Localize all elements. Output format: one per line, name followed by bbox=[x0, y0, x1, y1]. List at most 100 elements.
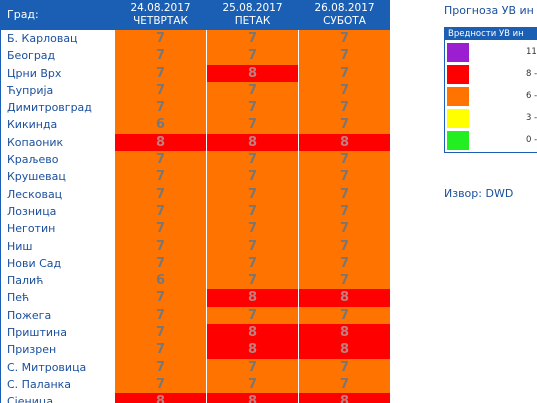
uv-value-cell: 7 bbox=[207, 30, 298, 48]
uv-value-cell: 7 bbox=[207, 202, 298, 221]
uv-value-cell: 7 bbox=[207, 116, 298, 134]
uv-value-cell: 8 bbox=[207, 324, 298, 342]
city-name: Пећ bbox=[1, 289, 114, 307]
table-row: Палић 6 7 7 bbox=[1, 272, 390, 290]
uv-value-cell: 7 bbox=[299, 375, 390, 394]
city-name: Копаоник bbox=[1, 133, 114, 152]
uv-value-cell: 7 bbox=[115, 237, 206, 255]
city-name: Неготин bbox=[1, 220, 114, 238]
city-name: Крушевац bbox=[1, 168, 114, 186]
legend-label: 6 - bbox=[526, 91, 537, 101]
day-column-header: 26.08.2017 СУБОТА bbox=[299, 0, 390, 30]
uv-value-cell: 7 bbox=[207, 272, 298, 290]
table-row: Ниш 7 7 7 bbox=[1, 237, 390, 255]
legend-swatch bbox=[447, 86, 469, 106]
table-row: С. Паланка 7 7 7 bbox=[1, 375, 390, 394]
uv-value-cell: 7 bbox=[207, 306, 298, 325]
table-row: Ћуприја 7 7 7 bbox=[1, 81, 390, 100]
table-row: Лозница 7 7 7 bbox=[1, 202, 390, 221]
uv-value-cell: 7 bbox=[115, 151, 206, 169]
legend-swatch bbox=[447, 130, 469, 150]
uv-value-cell: 8 bbox=[207, 393, 298, 403]
legend-swatch bbox=[447, 42, 469, 62]
uv-value-cell: 7 bbox=[299, 30, 390, 48]
table-row: Пожега 7 7 7 bbox=[1, 306, 390, 325]
legend-title: Прогноза УВ ин bbox=[444, 4, 534, 17]
city-name: Црни Врх bbox=[1, 64, 114, 82]
table-row: Сјеница 8 8 8 bbox=[1, 393, 390, 403]
uv-value-cell: 7 bbox=[299, 202, 390, 221]
table-header: Град: 24.08.2017 ЧЕТВРТАК 25.08.2017 ПЕТ… bbox=[1, 0, 390, 30]
uv-value-cell: 8 bbox=[207, 289, 298, 307]
uv-value-cell: 7 bbox=[207, 81, 298, 100]
day-column-header: 25.08.2017 ПЕТАК bbox=[207, 0, 298, 30]
uv-value-cell: 8 bbox=[299, 289, 390, 307]
uv-value-cell: 6 bbox=[115, 116, 206, 134]
uv-value-cell: 7 bbox=[299, 306, 390, 325]
uv-value-cell: 7 bbox=[207, 99, 298, 117]
table-row: Краљево 7 7 7 bbox=[1, 151, 390, 169]
uv-value-cell: 8 bbox=[299, 393, 390, 403]
city-name: Палић bbox=[1, 272, 114, 290]
table-row: Лесковац 7 7 7 bbox=[1, 185, 390, 203]
city-name: Б. Карловац bbox=[1, 30, 114, 48]
table-row: С. Митровица 7 7 7 bbox=[1, 358, 390, 376]
legend-rows: 11 8 - 6 - 3 - 0 - bbox=[445, 42, 537, 150]
uv-value-cell: 7 bbox=[207, 151, 298, 169]
uv-value-cell: 8 bbox=[115, 393, 206, 403]
source-label: Извор: DWD bbox=[444, 187, 514, 200]
city-name: Приштина bbox=[1, 324, 114, 342]
table-row: Б. Карловац 7 7 7 bbox=[1, 30, 390, 48]
uv-value-cell: 7 bbox=[299, 358, 390, 376]
uv-value-cell: 8 bbox=[299, 341, 390, 359]
table-row: Крушевац 7 7 7 bbox=[1, 168, 390, 186]
day-name: СУБОТА bbox=[323, 15, 366, 27]
uv-value-cell: 8 bbox=[207, 341, 298, 359]
city-name: С. Митровица bbox=[1, 358, 114, 376]
legend-label: 0 - bbox=[526, 135, 537, 145]
table-body: Б. Карловац 7 7 7 Београд 7 7 7 Црни Врх 7 8 7 Ћупри… bbox=[1, 30, 390, 403]
uv-value-cell: 7 bbox=[299, 237, 390, 255]
city-column-header: Град: bbox=[7, 8, 39, 21]
uv-value-cell: 8 bbox=[115, 133, 206, 152]
legend-label: 11 bbox=[526, 47, 537, 57]
city-name: Ћуприја bbox=[1, 81, 114, 100]
uv-value-cell: 8 bbox=[299, 133, 390, 152]
table-row: Призрен 7 8 8 bbox=[1, 341, 390, 359]
uv-value-cell: 7 bbox=[299, 99, 390, 117]
city-name: Лесковац bbox=[1, 185, 114, 203]
day-date: 24.08.2017 bbox=[130, 2, 191, 14]
legend-item: 3 - bbox=[445, 108, 537, 128]
uv-value-cell: 7 bbox=[299, 254, 390, 273]
uv-value-cell: 7 bbox=[115, 324, 206, 342]
uv-value-cell: 7 bbox=[115, 306, 206, 325]
legend-item: 11 bbox=[445, 42, 537, 62]
uv-value-cell: 7 bbox=[299, 47, 390, 65]
legend-item: 0 - bbox=[445, 130, 537, 150]
legend-swatch bbox=[447, 64, 469, 84]
city-name: Призрен bbox=[1, 341, 114, 359]
uv-value-cell: 7 bbox=[207, 237, 298, 255]
city-name: Београд bbox=[1, 47, 114, 65]
uv-value-cell: 6 bbox=[115, 272, 206, 290]
uv-value-cell: 7 bbox=[115, 254, 206, 273]
uv-value-cell: 7 bbox=[207, 375, 298, 394]
uv-value-cell: 7 bbox=[115, 168, 206, 186]
legend-item: 8 - bbox=[445, 64, 537, 84]
table-row: Кикинда 6 7 7 bbox=[1, 116, 390, 134]
uv-value-cell: 7 bbox=[115, 30, 206, 48]
day-name: ЧЕТВРТАК bbox=[133, 15, 188, 27]
uv-legend: Вредности УВ ин 11 8 - 6 - 3 - 0 - bbox=[444, 27, 537, 153]
uv-value-cell: 7 bbox=[115, 185, 206, 203]
uv-value-cell: 7 bbox=[207, 47, 298, 65]
uv-value-cell: 7 bbox=[115, 289, 206, 307]
uv-value-cell: 7 bbox=[299, 64, 390, 82]
uv-value-cell: 7 bbox=[299, 168, 390, 186]
uv-value-cell: 8 bbox=[207, 64, 298, 82]
legend-item: 6 - bbox=[445, 86, 537, 106]
city-name: Нови Сад bbox=[1, 254, 114, 273]
day-date: 26.08.2017 bbox=[314, 2, 375, 14]
uv-value-cell: 7 bbox=[299, 185, 390, 203]
city-name: Лозница bbox=[1, 202, 114, 221]
uv-value-cell: 7 bbox=[299, 220, 390, 238]
